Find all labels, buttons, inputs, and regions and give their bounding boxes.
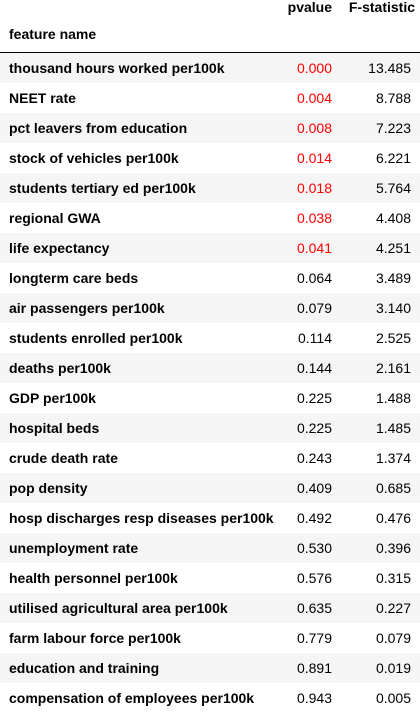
table-row: farm labour force per100k 0.779 0.079	[0, 622, 420, 653]
pvalue-cell: 0.225	[296, 419, 332, 436]
feature-name-cell: utilised agricultural area per100k	[9, 599, 228, 616]
pvalue-cell: 0.018	[296, 179, 332, 196]
feature-name-cell: crude death rate	[9, 449, 118, 466]
feature-name-cell: thousand hours worked per100k	[9, 59, 225, 76]
table-row: compensation of employees per100k 0.943 0.…	[0, 682, 420, 713]
feature-name-cell: pct leavers from education	[9, 119, 188, 136]
table-row: life expectancy 0.041 4.251	[0, 232, 420, 263]
feature-name-cell: unemployment rate	[9, 539, 139, 556]
feature-name-cell: farm labour force per100k	[9, 629, 181, 646]
feature-name-cell: health personnel per100k	[9, 569, 178, 586]
pvalue-cell: 0.635	[296, 599, 332, 616]
table-row: crude death rate 0.243 1.374	[0, 442, 420, 473]
fstatistic-cell: 0.005	[375, 689, 411, 706]
feature-name-cell: pop density	[9, 479, 88, 496]
feature-name-cell: education and training	[9, 659, 160, 676]
feature-name-cell: life expectancy	[9, 239, 110, 256]
table-row: air passengers per100k 0.079 3.140	[0, 292, 420, 323]
fstatistic-cell: 0.685	[375, 479, 411, 496]
fstatistic-cell: 5.764	[375, 179, 411, 196]
fstatistic-cell: 3.489	[375, 269, 411, 286]
fstatistic-cell: 0.227	[375, 599, 411, 616]
table-row: stock of vehicles per100k 0.014 6.221	[0, 142, 420, 173]
table-row: health personnel per100k 0.576 0.315	[0, 562, 420, 593]
pvalue-cell: 0.576	[296, 569, 332, 586]
pvalue-cell: 0.144	[296, 359, 332, 376]
fstatistic-cell: 7.223	[375, 119, 411, 136]
fstatistic-cell: 4.408	[375, 209, 411, 226]
pvalue-cell: 0.225	[296, 389, 332, 406]
pvalue-cell: 0.243	[296, 449, 332, 466]
feature-name-cell: stock of vehicles per100k	[9, 149, 179, 166]
blank-header-cell	[337, 15, 420, 53]
pvalue-cell: 0.004	[296, 89, 332, 106]
table-row: hospital beds 0.225 1.485	[0, 412, 420, 443]
blank-header-cell	[282, 15, 337, 53]
table-row: pct leavers from education 0.008 7.223	[0, 112, 420, 143]
table-row: deaths per100k 0.144 2.161	[0, 352, 420, 383]
table-body: thousand hours worked per100k 0.000 13.485…	[0, 52, 420, 713]
feature-name-cell: students enrolled per100k	[9, 329, 183, 346]
table-row: hosp discharges resp diseases per100k 0.4…	[0, 502, 420, 533]
table-row: education and training 0.891 0.019	[0, 652, 420, 683]
fstatistic-cell: 2.525	[375, 329, 411, 346]
column-header-fstatistic: F-statistic	[348, 0, 415, 15]
table-row: students enrolled per100k 0.114 2.525	[0, 322, 420, 353]
pvalue-cell: 0.943	[296, 689, 332, 706]
fstatistic-cell: 0.476	[375, 509, 411, 526]
feature-name-cell: longterm care beds	[9, 269, 139, 286]
pvalue-cell: 0.014	[296, 149, 332, 166]
table-row: unemployment rate 0.530 0.396	[0, 532, 420, 563]
feature-name-cell: GDP per100k	[9, 389, 96, 406]
table-row: utilised agricultural area per100k 0.635 0…	[0, 592, 420, 623]
pvalue-cell: 0.492	[296, 509, 332, 526]
column-header-pvalue: pvalue	[287, 0, 332, 15]
index-header-row: feature name	[0, 15, 420, 53]
pvalue-cell: 0.079	[296, 299, 332, 316]
fstatistic-cell: 0.019	[375, 659, 411, 676]
fstatistic-cell: 1.488	[375, 389, 411, 406]
pvalue-cell: 0.779	[296, 629, 332, 646]
table-row: NEET rate 0.004 8.788	[0, 82, 420, 113]
pvalue-cell: 0.038	[296, 209, 332, 226]
fstatistic-cell: 1.374	[375, 449, 411, 466]
column-header-row: pvalue F-statistic	[0, 0, 420, 15]
fstatistic-cell: 2.161	[375, 359, 411, 376]
pvalue-cell: 0.000	[296, 59, 332, 76]
fstatistic-cell: 6.221	[375, 149, 411, 166]
index-name-header: feature name	[0, 15, 282, 53]
table-row: thousand hours worked per100k 0.000 13.485	[0, 52, 420, 83]
feature-name-cell: air passengers per100k	[9, 299, 165, 316]
fstatistic-cell: 3.140	[375, 299, 411, 316]
pvalue-cell: 0.064	[296, 269, 332, 286]
pvalue-cell: 0.008	[296, 119, 332, 136]
pvalue-cell: 0.114	[298, 329, 332, 346]
pvalue-cell: 0.530	[296, 539, 332, 556]
table-header: pvalue F-statistic feature name	[0, 0, 420, 53]
fstatistic-cell: 0.396	[375, 539, 411, 556]
feature-name-cell: deaths per100k	[9, 359, 111, 376]
pvalue-cell: 0.041	[296, 239, 332, 256]
feature-name-cell: hosp discharges resp diseases per100k	[9, 509, 274, 526]
pvalue-cell: 0.409	[296, 479, 332, 496]
fstatistic-cell: 4.251	[375, 239, 411, 256]
feature-name-cell: compensation of employees per100k	[9, 689, 255, 706]
feature-name-cell: hospital beds	[9, 419, 100, 436]
fstatistic-cell: 0.079	[375, 629, 411, 646]
fstatistic-cell: 0.315	[375, 569, 411, 586]
fstatistic-cell: 13.485	[368, 59, 411, 76]
fstatistic-cell: 8.788	[375, 89, 411, 106]
feature-name-cell: students tertiary ed per100k	[9, 179, 196, 196]
table-row: regional GWA 0.038 4.408	[0, 202, 420, 233]
table-row: GDP per100k 0.225 1.488	[0, 382, 420, 413]
pvalue-cell: 0.891	[296, 659, 332, 676]
feature-name-cell: regional GWA	[9, 209, 101, 226]
table-row: students tertiary ed per100k 0.018 5.764	[0, 172, 420, 203]
fstatistic-cell: 1.485	[375, 419, 411, 436]
feature-name-cell: NEET rate	[9, 89, 76, 106]
blank-header-cell	[0, 0, 282, 15]
table-row: longterm care beds 0.064 3.489	[0, 262, 420, 293]
table-row: pop density 0.409 0.685	[0, 472, 420, 503]
